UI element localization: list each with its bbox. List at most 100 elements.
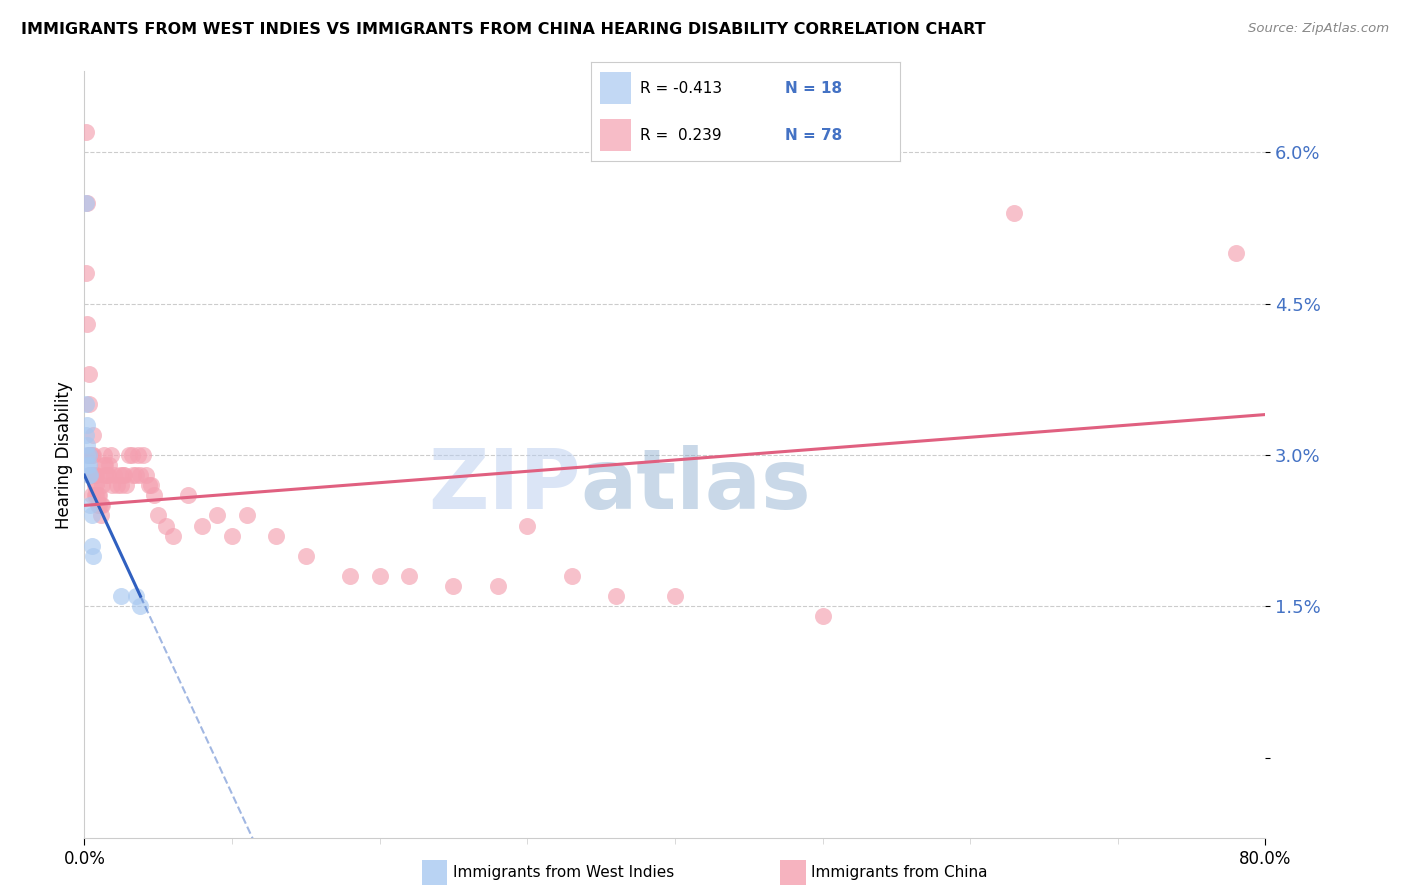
- Point: [139, 478, 162, 492]
- Point: [101, 478, 124, 492]
- Y-axis label: Hearing Disability: Hearing Disability: [55, 381, 73, 529]
- Point: [76, 458, 98, 472]
- Point: [1004, 205, 1026, 219]
- Point: [75, 125, 97, 139]
- Point: [79, 448, 101, 462]
- Point: [76, 448, 98, 462]
- Point: [122, 468, 145, 483]
- Point: [97, 468, 120, 483]
- Point: [90, 499, 112, 513]
- Point: [221, 529, 243, 543]
- Text: R = -0.413: R = -0.413: [640, 81, 723, 96]
- Point: [266, 529, 288, 543]
- Point: [90, 508, 112, 523]
- Point: [87, 499, 111, 513]
- Point: [79, 468, 101, 483]
- Point: [98, 458, 121, 472]
- Point: [339, 569, 361, 583]
- Text: N = 18: N = 18: [786, 81, 842, 96]
- Point: [125, 468, 148, 483]
- Point: [82, 468, 104, 483]
- Point: [129, 468, 152, 483]
- Point: [112, 468, 135, 483]
- Point: [811, 609, 834, 624]
- Bar: [600, 120, 631, 151]
- Text: Source: ZipAtlas.com: Source: ZipAtlas.com: [1249, 22, 1389, 36]
- Text: R =  0.239: R = 0.239: [640, 128, 721, 143]
- Point: [76, 317, 98, 331]
- Point: [162, 529, 184, 543]
- Point: [191, 518, 214, 533]
- Point: [79, 468, 101, 483]
- Text: IMMIGRANTS FROM WEST INDIES VS IMMIGRANTS FROM CHINA HEARING DISABILITY CORRELAT: IMMIGRANTS FROM WEST INDIES VS IMMIGRANT…: [21, 22, 986, 37]
- Point: [80, 539, 103, 553]
- Point: [77, 468, 100, 483]
- Point: [127, 448, 149, 462]
- Point: [148, 508, 170, 523]
- Point: [94, 468, 117, 483]
- Point: [75, 397, 97, 411]
- Point: [110, 478, 132, 492]
- Point: [105, 478, 128, 492]
- Point: [76, 417, 98, 432]
- Point: [79, 499, 101, 513]
- Point: [76, 438, 98, 452]
- Text: atlas: atlas: [581, 445, 811, 526]
- Point: [108, 468, 131, 483]
- Point: [129, 599, 152, 614]
- Point: [83, 488, 105, 502]
- Point: [87, 488, 111, 502]
- Text: ZIP: ZIP: [427, 445, 581, 526]
- Point: [443, 579, 465, 593]
- Point: [77, 458, 100, 472]
- Point: [77, 448, 100, 462]
- Point: [138, 478, 160, 492]
- Point: [398, 569, 420, 583]
- Bar: [600, 72, 631, 103]
- Point: [142, 488, 165, 502]
- Point: [93, 458, 115, 472]
- Point: [295, 549, 318, 563]
- Point: [80, 448, 103, 462]
- Point: [125, 589, 148, 603]
- Point: [75, 195, 97, 210]
- Point: [82, 427, 104, 442]
- Point: [103, 468, 125, 483]
- Point: [114, 478, 136, 492]
- Point: [84, 488, 107, 502]
- Point: [84, 478, 107, 492]
- Point: [83, 478, 105, 492]
- Point: [76, 195, 98, 210]
- Point: [561, 569, 583, 583]
- Point: [77, 448, 100, 462]
- Point: [1225, 246, 1247, 260]
- Point: [177, 488, 200, 502]
- Point: [118, 448, 141, 462]
- Point: [86, 488, 108, 502]
- Point: [75, 427, 97, 442]
- Text: Immigrants from West Indies: Immigrants from West Indies: [453, 865, 673, 880]
- Point: [111, 468, 134, 483]
- Point: [121, 448, 143, 462]
- Point: [207, 508, 229, 523]
- Point: [110, 589, 132, 603]
- Point: [91, 499, 114, 513]
- Point: [91, 478, 114, 492]
- Point: [77, 397, 100, 411]
- Point: [80, 488, 103, 502]
- Point: [605, 589, 627, 603]
- Point: [77, 367, 100, 381]
- Text: Immigrants from China: Immigrants from China: [811, 865, 988, 880]
- Point: [82, 448, 104, 462]
- Point: [96, 468, 118, 483]
- Point: [86, 499, 108, 513]
- Point: [132, 448, 155, 462]
- Point: [83, 468, 105, 483]
- Point: [664, 589, 686, 603]
- Point: [368, 569, 391, 583]
- Point: [94, 458, 117, 472]
- Point: [84, 468, 107, 483]
- Point: [236, 508, 259, 523]
- Point: [135, 468, 157, 483]
- Text: N = 78: N = 78: [786, 128, 842, 143]
